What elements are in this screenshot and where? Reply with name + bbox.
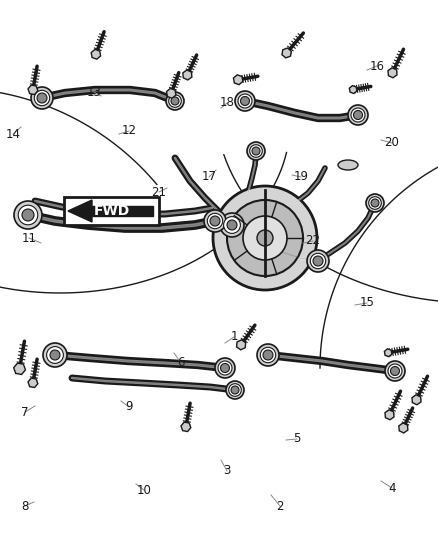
Circle shape — [226, 381, 244, 399]
Text: 13: 13 — [87, 85, 102, 99]
Text: 20: 20 — [385, 136, 399, 149]
Polygon shape — [91, 50, 101, 59]
Polygon shape — [399, 423, 408, 433]
Circle shape — [385, 361, 405, 381]
Circle shape — [353, 110, 363, 119]
Polygon shape — [385, 349, 392, 357]
Circle shape — [22, 209, 34, 221]
Circle shape — [371, 199, 379, 207]
FancyBboxPatch shape — [64, 197, 159, 225]
Circle shape — [224, 216, 240, 233]
Circle shape — [213, 186, 317, 290]
Circle shape — [218, 361, 232, 375]
Text: 17: 17 — [201, 171, 216, 183]
Polygon shape — [282, 48, 291, 58]
Polygon shape — [181, 422, 191, 432]
Circle shape — [169, 95, 181, 107]
Circle shape — [247, 142, 265, 160]
Polygon shape — [215, 213, 315, 275]
Ellipse shape — [338, 160, 358, 170]
Circle shape — [369, 197, 381, 209]
Text: 6: 6 — [177, 357, 185, 369]
Text: 18: 18 — [219, 96, 234, 109]
Circle shape — [50, 350, 60, 360]
Text: 22: 22 — [305, 235, 321, 247]
Text: 19: 19 — [293, 171, 308, 183]
Text: 5: 5 — [293, 432, 301, 446]
Polygon shape — [183, 70, 192, 80]
Circle shape — [252, 147, 260, 155]
Circle shape — [34, 90, 49, 106]
Polygon shape — [385, 410, 394, 420]
Text: 1: 1 — [230, 330, 238, 343]
Circle shape — [210, 216, 220, 226]
Circle shape — [220, 364, 230, 373]
Circle shape — [166, 92, 184, 110]
Text: 7: 7 — [21, 406, 29, 418]
Text: 10: 10 — [137, 483, 152, 497]
Circle shape — [310, 253, 326, 269]
Circle shape — [37, 93, 47, 103]
Circle shape — [220, 213, 244, 237]
Circle shape — [366, 194, 384, 212]
Circle shape — [215, 358, 235, 378]
Circle shape — [238, 94, 252, 108]
Text: 4: 4 — [388, 481, 396, 495]
Polygon shape — [166, 88, 176, 98]
Polygon shape — [28, 85, 38, 94]
Circle shape — [307, 250, 329, 272]
Circle shape — [229, 384, 241, 397]
Circle shape — [348, 105, 368, 125]
Polygon shape — [68, 200, 92, 222]
Text: 8: 8 — [21, 499, 28, 513]
Circle shape — [227, 200, 303, 276]
Circle shape — [204, 210, 226, 232]
Circle shape — [46, 346, 64, 364]
Text: 11: 11 — [21, 231, 36, 245]
Circle shape — [313, 256, 323, 266]
Text: FWD: FWD — [94, 204, 130, 218]
Polygon shape — [14, 363, 25, 374]
Text: 14: 14 — [6, 127, 21, 141]
Circle shape — [388, 364, 402, 378]
Circle shape — [231, 386, 239, 394]
Polygon shape — [92, 206, 153, 216]
Circle shape — [351, 108, 365, 122]
Circle shape — [240, 96, 250, 106]
Circle shape — [31, 87, 53, 109]
Circle shape — [207, 213, 223, 229]
Text: 21: 21 — [152, 185, 166, 198]
Polygon shape — [233, 75, 243, 85]
Text: 12: 12 — [121, 125, 137, 138]
Polygon shape — [412, 395, 421, 405]
Circle shape — [260, 348, 276, 362]
Circle shape — [257, 230, 273, 246]
Polygon shape — [350, 86, 357, 93]
Text: 3: 3 — [223, 464, 231, 478]
Circle shape — [18, 205, 38, 225]
Circle shape — [243, 216, 287, 260]
Polygon shape — [28, 378, 38, 387]
Text: 15: 15 — [360, 296, 374, 310]
Circle shape — [171, 97, 179, 105]
Polygon shape — [237, 340, 246, 350]
Circle shape — [257, 344, 279, 366]
Circle shape — [14, 201, 42, 229]
Circle shape — [227, 220, 237, 230]
Text: 9: 9 — [125, 400, 133, 414]
Circle shape — [43, 343, 67, 367]
Polygon shape — [388, 68, 397, 78]
Circle shape — [235, 91, 255, 111]
Text: 2: 2 — [276, 499, 284, 513]
Text: 16: 16 — [370, 60, 385, 72]
Circle shape — [250, 144, 262, 157]
Circle shape — [263, 350, 273, 360]
Circle shape — [391, 367, 399, 376]
